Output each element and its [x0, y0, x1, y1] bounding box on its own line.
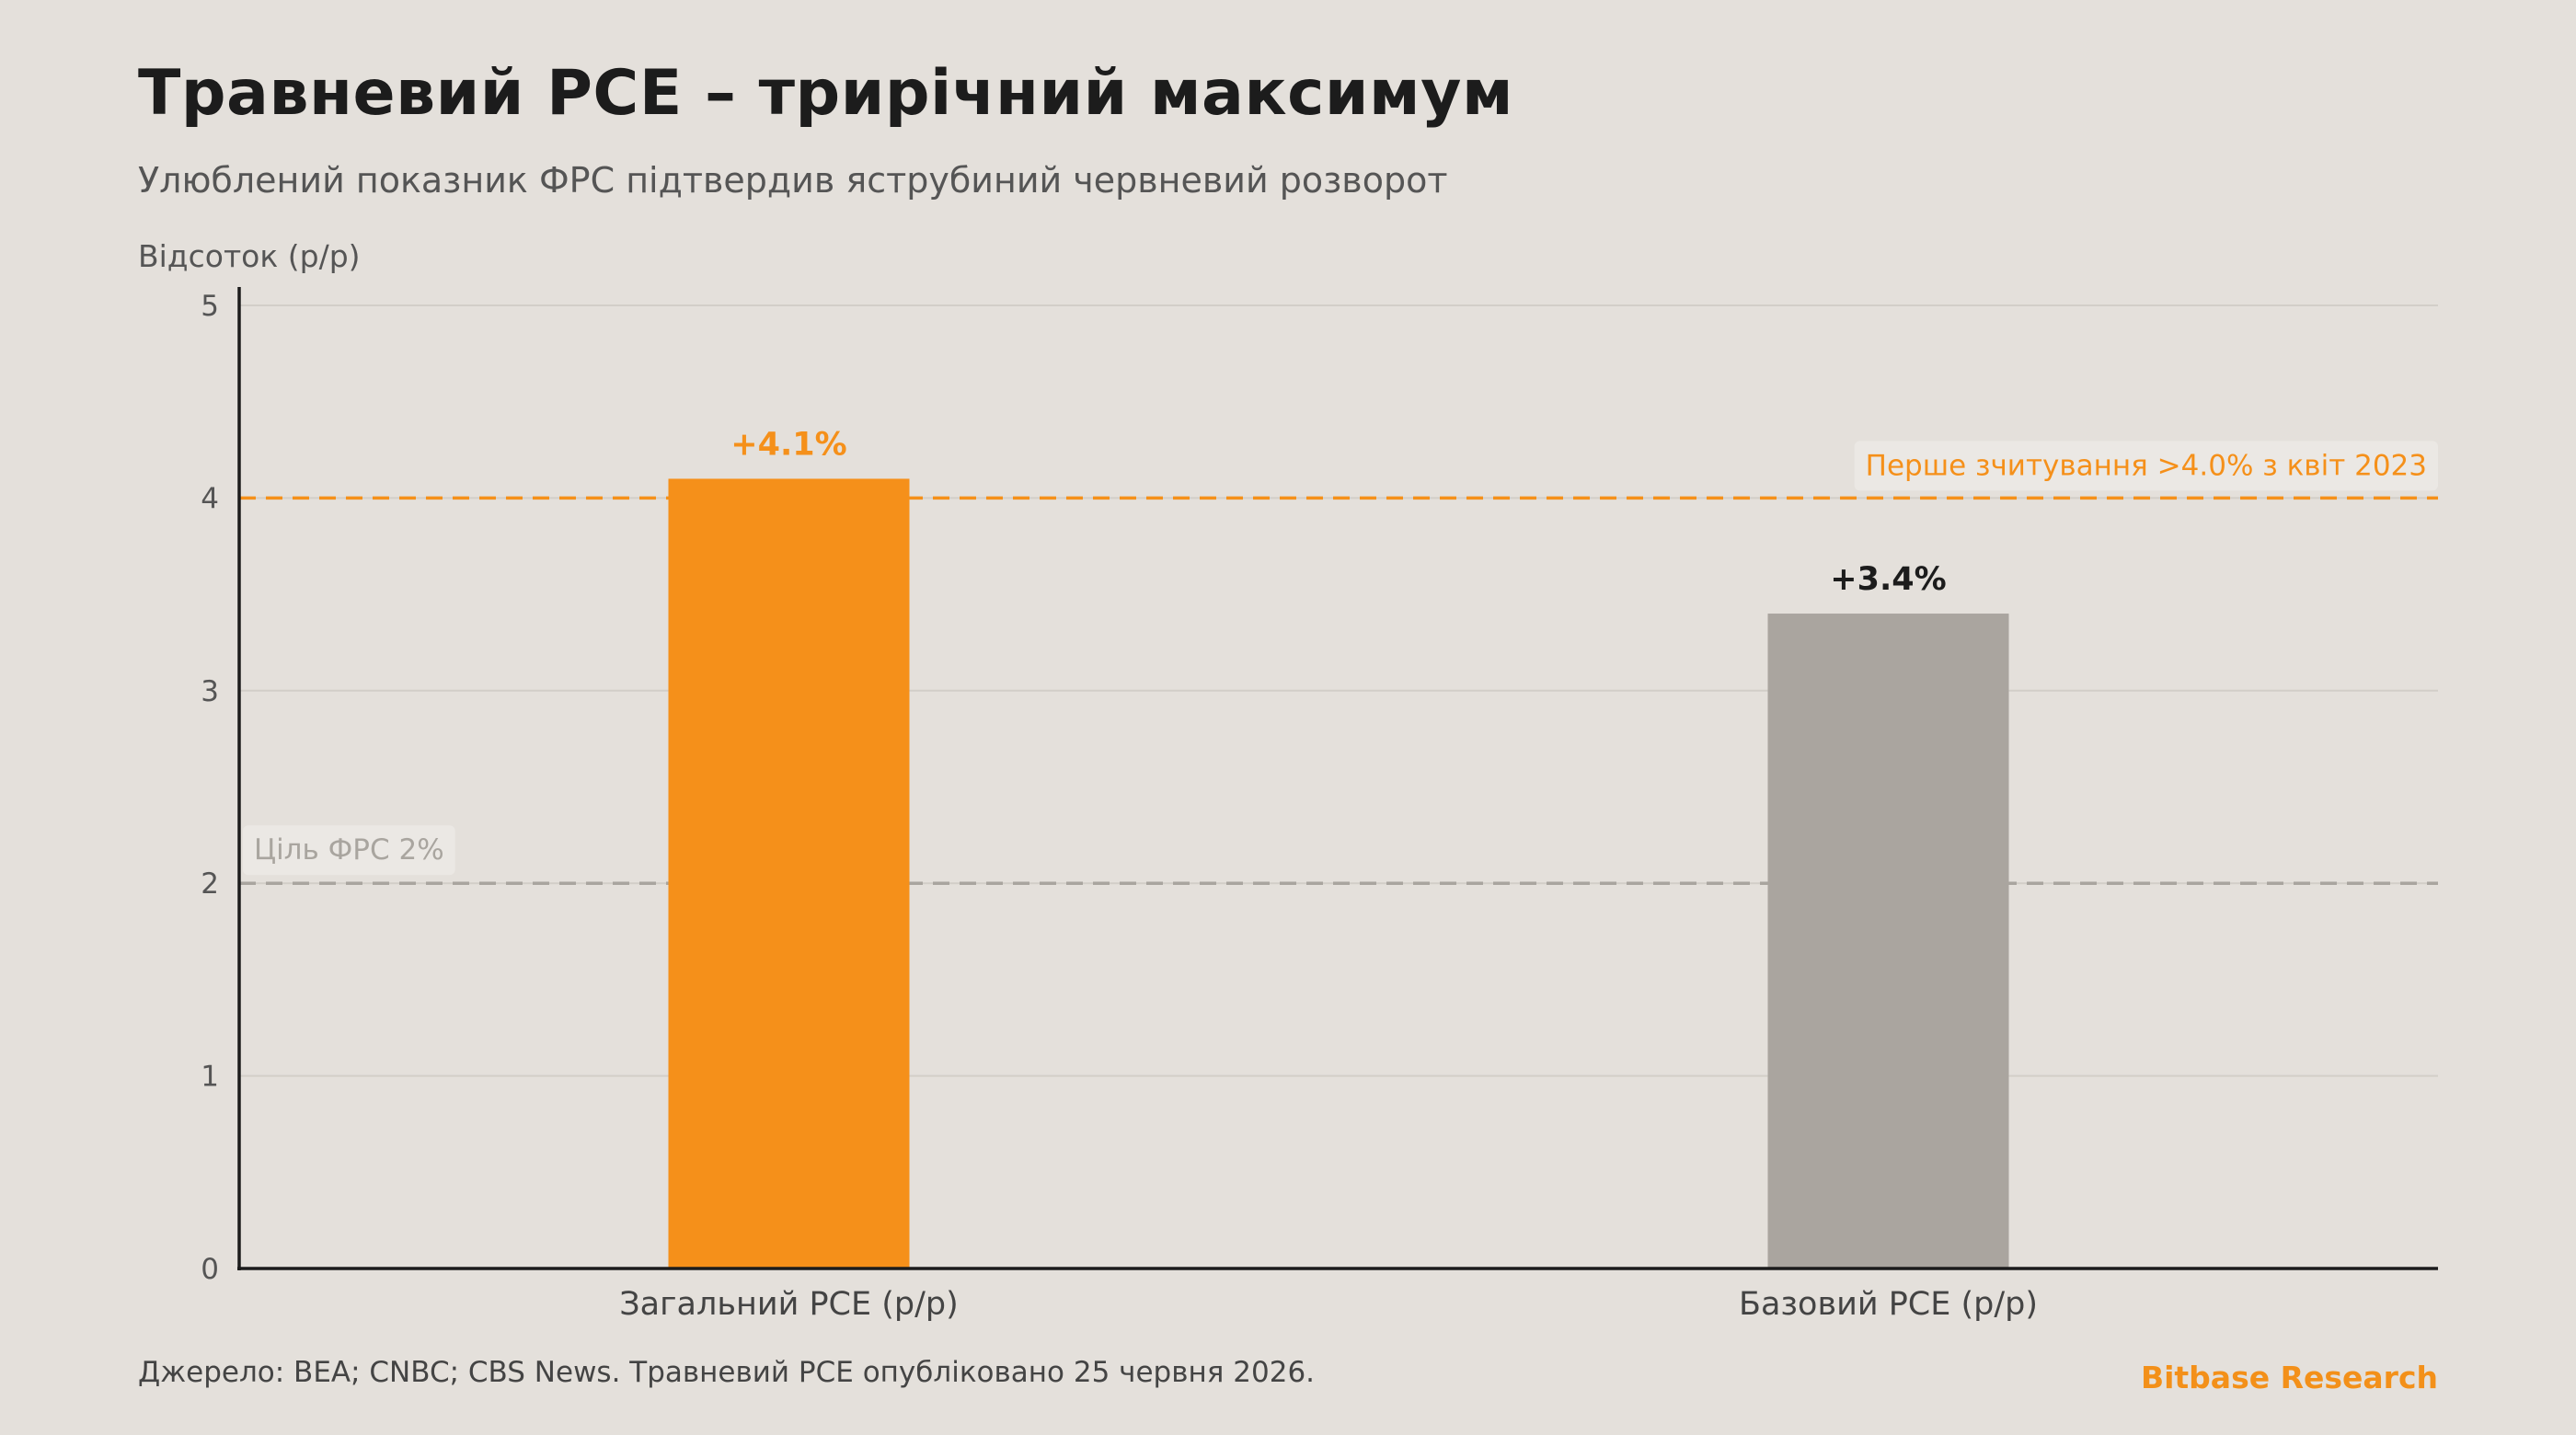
reference-label-text: Ціль ФРС 2%	[254, 833, 444, 867]
source-note: Джерело: BEA; CNBC; CBS News. Травневий …	[138, 1356, 1316, 1389]
grid-lines	[239, 304, 2438, 1077]
y-tick-label: 5	[201, 290, 219, 323]
brand-logo-text: Bitbase Research	[2140, 1360, 2438, 1395]
reference-line-label: Ціль ФРС 2%	[243, 825, 455, 876]
y-axis-title: Відсоток (р/р)	[138, 238, 361, 274]
x-category-label: Базовий PCE (р/р)	[1739, 1286, 2038, 1323]
y-tick-label: 3	[201, 675, 219, 708]
reference-label-background	[1854, 441, 2438, 491]
axes	[237, 287, 2438, 1270]
chart-subtitle: Улюблений показник ФРС підтвердив яструб…	[138, 160, 1448, 201]
data-label: +3.4%	[1830, 561, 1946, 598]
bar	[668, 478, 910, 1269]
y-tick-label: 0	[201, 1253, 219, 1286]
y-tick-label: 2	[201, 867, 219, 901]
data-label: +4.1%	[730, 426, 846, 463]
bars	[668, 478, 2009, 1269]
reference-label-background	[243, 825, 455, 876]
y-tick-label: 4	[201, 482, 219, 515]
reference-lines	[239, 496, 2438, 885]
bar	[1767, 614, 2009, 1269]
chart-labels: 0 1 2 3 4 5 Відсоток (р/р) +4.1% Загальний PCE (…	[138, 238, 2438, 1323]
chart-title: Травневий PCE – трирічний максимум	[138, 57, 1514, 130]
reference-label-text: Перше зчитування >4.0% з квіт 2023	[1866, 449, 2427, 482]
y-tick-label: 1	[201, 1061, 219, 1094]
reference-line-label: Перше зчитування >4.0% з квіт 2023	[1854, 441, 2438, 491]
x-category-label: Загальний PCE (р/р)	[619, 1286, 959, 1323]
